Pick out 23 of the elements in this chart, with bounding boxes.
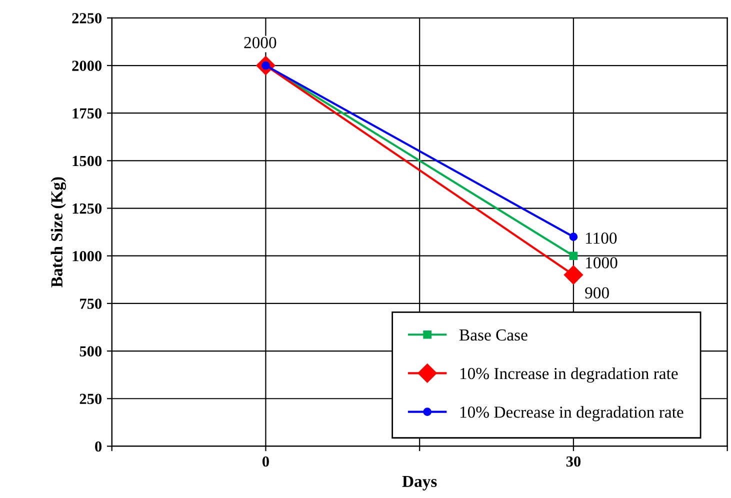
data-label: 900 [585, 287, 609, 299]
y-tick-label: 1500 [72, 156, 102, 166]
point [569, 252, 578, 260]
x-axis-title: Days [402, 476, 437, 490]
point [569, 232, 578, 241]
data-label: 2000 [244, 36, 276, 48]
y-tick-label: 750 [80, 298, 102, 309]
legend-label: 10% Increase in degradation rate [460, 367, 678, 383]
y-tick-label: 500 [80, 346, 102, 356]
x-tick-label: 30 [566, 456, 581, 467]
y-tick-label: 2000 [72, 60, 102, 71]
y-tick-label: 1750 [72, 108, 102, 119]
y-axis-title: Batch Size (Kg) [50, 177, 66, 288]
y-tick-label: 0 [95, 441, 102, 452]
y-tick-label: 250 [80, 394, 102, 404]
data-label: 1100 [586, 232, 617, 244]
legend-label: 10% Decrease in degradation rate [460, 406, 684, 422]
point [564, 265, 584, 284]
y-tick-label: 1000 [72, 251, 102, 262]
data-label: 1000 [586, 257, 618, 268]
legend-label: Base Case [459, 329, 528, 341]
y-tick-label: 1250 [72, 203, 102, 214]
y-tick-label: 2250 [72, 13, 102, 24]
